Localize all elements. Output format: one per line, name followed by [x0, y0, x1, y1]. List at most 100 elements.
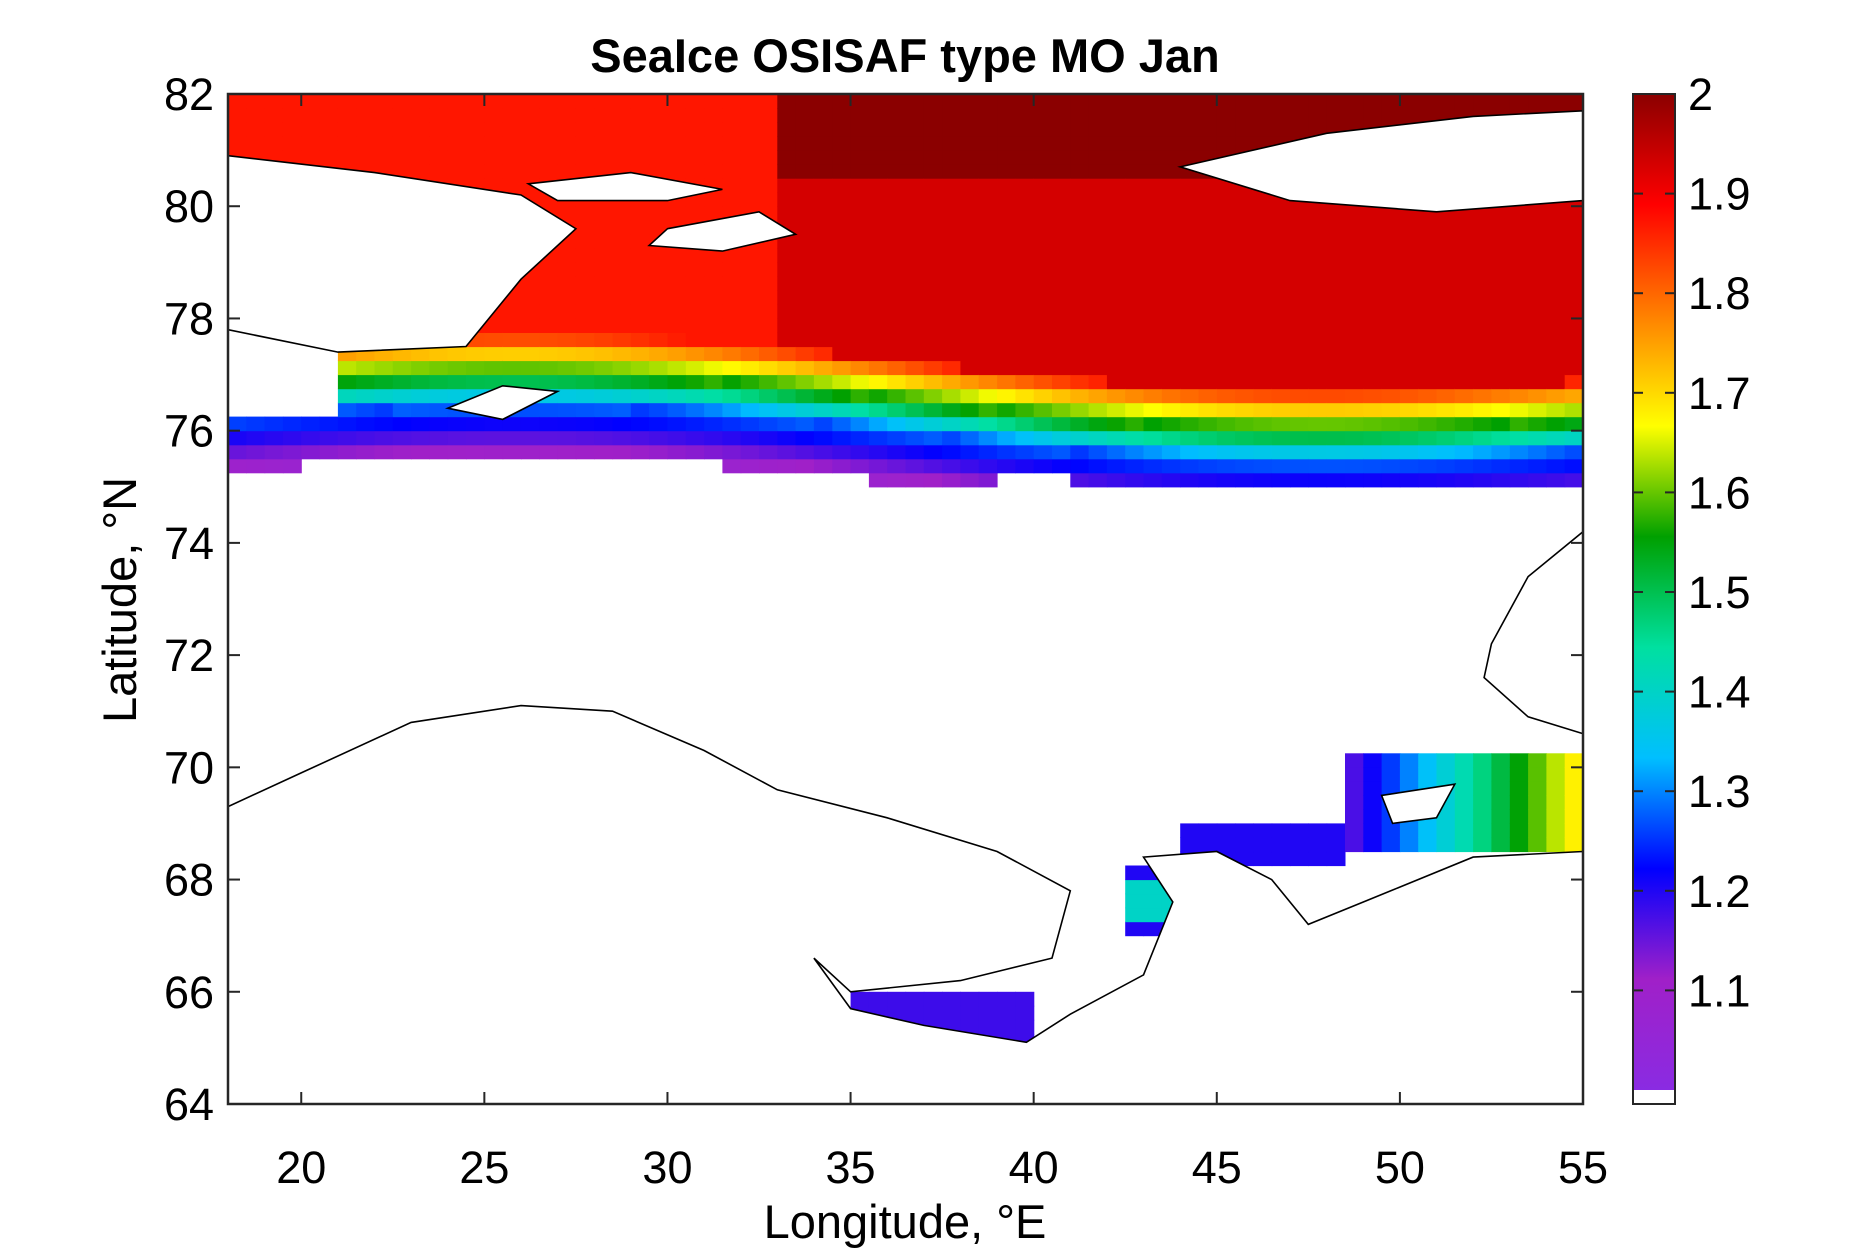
ice-cell — [1546, 388, 1566, 404]
ice-cell — [887, 234, 907, 249]
ice-cell — [301, 122, 321, 137]
ice-cell — [722, 318, 742, 333]
ice-cell — [1473, 304, 1492, 319]
ice-cell — [630, 248, 650, 263]
ice-cell — [612, 430, 632, 446]
ice-cell — [1161, 178, 1181, 193]
ice-cell — [1363, 276, 1383, 291]
ice-cell — [850, 332, 870, 348]
ice-cell — [740, 150, 760, 165]
ice-cell — [594, 388, 614, 404]
ice-cell — [942, 388, 961, 404]
ice-cell — [374, 388, 394, 404]
ice-cell — [1015, 416, 1035, 432]
ice-cell — [722, 304, 742, 319]
ice-cell — [1491, 781, 1511, 796]
ice-cell — [1290, 346, 1309, 362]
ice-cell — [484, 122, 504, 137]
ice-cell — [1033, 430, 1053, 446]
ice-cell — [1363, 837, 1383, 853]
ice-cell — [1143, 262, 1163, 277]
ice-cell — [887, 402, 907, 418]
ice-cell — [1125, 430, 1145, 446]
ice-cell — [1546, 276, 1566, 291]
ice-cell — [264, 416, 284, 432]
ice-cell — [777, 206, 797, 221]
ice-cell — [1070, 262, 1090, 277]
ice-cell — [1125, 374, 1145, 390]
ice-cell — [1070, 178, 1090, 193]
ice-cell — [777, 192, 797, 207]
ice-cell — [521, 304, 540, 319]
ice-cell — [1143, 192, 1163, 207]
ice-cell — [630, 276, 650, 291]
ice-cell — [1345, 220, 1364, 235]
ice-cell — [1308, 472, 1328, 488]
ice-cell — [1253, 472, 1273, 488]
ice-cell — [1015, 262, 1035, 277]
ice-cell — [1454, 94, 1474, 109]
ice-cell — [1363, 795, 1383, 810]
ice-cell — [960, 318, 980, 333]
ice-cell — [1528, 276, 1547, 291]
ice-cell — [1033, 262, 1053, 277]
ice-cell — [1052, 290, 1071, 305]
ice-cell — [923, 122, 943, 137]
ice-cell — [1271, 108, 1291, 123]
ice-cell — [1180, 823, 1200, 838]
ice-cell — [1418, 276, 1438, 291]
ice-cell — [502, 304, 522, 319]
ice-cell — [777, 136, 797, 151]
ice-cell — [1161, 220, 1181, 235]
ice-cell — [1509, 374, 1529, 390]
ice-cell — [1345, 767, 1364, 782]
ice-cell — [1363, 304, 1383, 319]
ice-cell — [612, 444, 632, 460]
ice-cell — [1546, 781, 1566, 796]
ice-cell — [1033, 388, 1053, 404]
ice-cell — [813, 332, 833, 348]
ice-cell — [978, 150, 998, 165]
ice-cell — [1326, 374, 1346, 390]
ice-cell — [575, 136, 595, 151]
ice-cell — [1399, 108, 1419, 123]
ice-cell — [1454, 809, 1474, 824]
ice-cell — [1491, 290, 1511, 305]
ice-cell — [850, 122, 870, 137]
ice-cell — [1052, 388, 1071, 404]
ice-cell — [264, 136, 284, 151]
ice-cell — [1198, 108, 1218, 123]
ice-cell — [1473, 416, 1492, 432]
ice-cell — [1033, 458, 1053, 474]
ice-cell — [1436, 374, 1456, 390]
ice-cell — [1345, 444, 1364, 460]
ice-cell — [1326, 304, 1346, 319]
ice-cell — [759, 122, 778, 137]
ice-cell — [557, 122, 577, 137]
ice-cell — [722, 164, 742, 179]
ice-cell — [521, 346, 540, 362]
x-axis: 20 25 30 35 40 45 50 55 — [276, 94, 1608, 1193]
ice-cell — [905, 150, 925, 165]
ice-cell — [1418, 346, 1438, 362]
ice-cell — [1235, 234, 1254, 249]
ice-cell — [740, 192, 760, 207]
ice-cell — [411, 94, 430, 109]
ice-cell — [1125, 262, 1145, 277]
ice-cell — [1198, 122, 1218, 137]
ice-cell — [1454, 234, 1474, 249]
ice-cell — [557, 402, 577, 418]
ice-cell — [594, 346, 614, 362]
ice-cell — [594, 220, 614, 235]
ice-cell — [740, 108, 760, 123]
ice-cell — [246, 444, 266, 460]
ice-cell — [1363, 823, 1383, 838]
ice-cell — [740, 416, 760, 432]
ice-cell — [704, 416, 723, 432]
ice-cell — [649, 290, 668, 305]
ice-cell — [997, 360, 1016, 376]
ice-cell — [1161, 94, 1181, 109]
ice-cell — [630, 388, 650, 404]
ice-cell — [1564, 823, 1583, 838]
ice-cell — [1363, 458, 1383, 474]
